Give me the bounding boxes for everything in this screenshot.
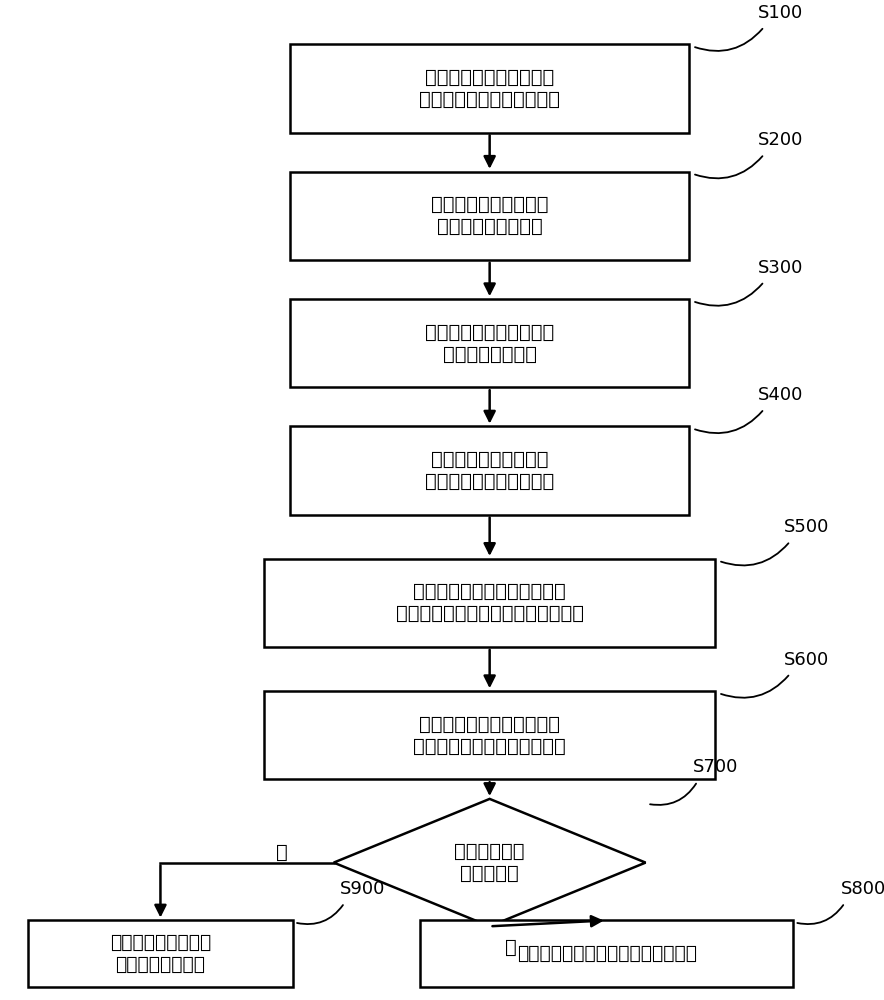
Text: S800: S800 <box>841 880 884 898</box>
Text: 判断顾客行为
是否异常？: 判断顾客行为 是否异常？ <box>454 842 525 883</box>
Text: S100: S100 <box>758 4 804 22</box>
Text: 顾客凭付款凭证开门，离开无人超市: 顾客凭付款凭证开门，离开无人超市 <box>516 944 697 963</box>
Text: 追踪顾客在无人超市内的
运动轨迹及其行为: 追踪顾客在无人超市内的 运动轨迹及其行为 <box>425 323 554 364</box>
Text: 获取到欲离开无人超市的顾客
付款凭证及商品防盗装置的检验结果: 获取到欲离开无人超市的顾客 付款凭证及商品防盗装置的检验结果 <box>396 582 583 623</box>
Text: 对每个进入无人超市的
顾客的图像进行追踪: 对每个进入无人超市的 顾客的图像进行追踪 <box>431 195 548 236</box>
Text: 无人超市发出报警，
拒绝为该顾客开门: 无人超市发出报警， 拒绝为该顾客开门 <box>110 933 211 974</box>
Bar <box>290 299 689 387</box>
Text: 对顾客在无人超市内的
运动轨迹和行为进行分析: 对顾客在无人超市内的 运动轨迹和行为进行分析 <box>425 450 554 491</box>
Bar <box>264 691 715 779</box>
Text: S700: S700 <box>693 758 739 776</box>
Bar <box>290 426 689 515</box>
Text: S600: S600 <box>784 651 829 669</box>
Text: S900: S900 <box>340 880 385 898</box>
Bar <box>290 172 689 260</box>
Text: S300: S300 <box>758 259 804 277</box>
Bar <box>421 920 793 987</box>
Text: 追踪顾客从购物付款结束到
离开无人超市前的图像及行为: 追踪顾客从购物付款结束到 离开无人超市前的图像及行为 <box>414 715 566 756</box>
Bar <box>264 559 715 647</box>
Polygon shape <box>334 799 645 926</box>
Text: S200: S200 <box>758 131 804 149</box>
Text: S500: S500 <box>784 518 829 536</box>
Text: S400: S400 <box>758 386 804 404</box>
Text: 是: 是 <box>276 843 287 862</box>
Bar <box>28 920 293 987</box>
Text: 否: 否 <box>506 938 517 957</box>
Bar <box>290 44 689 132</box>
Text: 获取到从无人超市入口处
进入无人超市的顾客的图像: 获取到从无人超市入口处 进入无人超市的顾客的图像 <box>419 68 560 109</box>
